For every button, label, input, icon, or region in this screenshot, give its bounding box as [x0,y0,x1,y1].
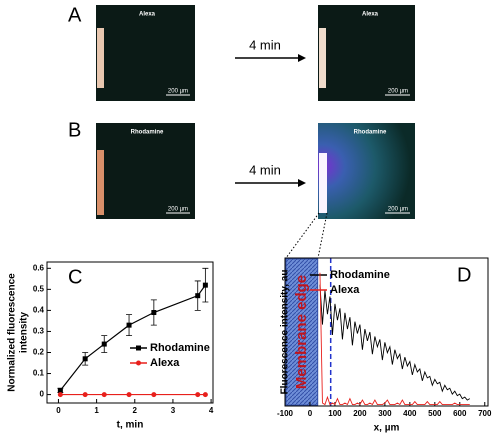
x-tick-label: 700 [478,409,492,418]
marker [202,282,208,288]
y-tick-label: 0.1 [33,369,45,378]
panel-label: A [68,4,82,26]
x-axis-label: x, µm [374,423,400,434]
x-tick-label: 1 [94,406,99,415]
x-tick-label: 300 [378,409,392,418]
scale-label: 200 µm [168,89,188,95]
legend-label: Rhodamine [150,342,210,354]
marker [101,392,107,398]
zoom-line [285,212,320,259]
membrane [319,153,327,213]
arrow-label: 4 min [249,37,281,52]
y-axis-label: Normalized fluorescence [7,273,18,392]
series-line [59,284,206,391]
y-tick-label: 0 [40,390,45,399]
x-tick-label: 0 [308,409,313,418]
x-tick-label: 500 [428,409,442,418]
legend-label: Alexa [150,357,180,369]
micrograph [96,5,195,101]
image-title: Rhodamine [131,130,164,136]
x-tick-label: 600 [453,409,467,418]
membrane [97,28,104,88]
image-title: Alexa [139,12,156,18]
y-axis-label: Fluorescence intensity, au [280,270,291,395]
micrograph [318,5,415,101]
arrow-label: 4 min [249,162,281,177]
marker [82,392,88,398]
marker [57,387,63,393]
x-tick-label: 100 [328,409,342,418]
x-tick-label: 0 [56,406,61,415]
arrow-head [298,54,306,62]
marker [101,341,107,347]
marker [82,356,88,362]
y-axis-label: intensity [19,312,30,354]
panel-label: B [68,119,81,141]
y-tick-label: 0.6 [33,263,45,272]
x-tick-label: 3 [171,406,176,415]
legend-marker [136,345,141,351]
marker [202,392,208,398]
membrane [97,150,104,215]
legend-label: Alexa [330,284,360,296]
micrograph [96,123,195,219]
scale-label: 200 µm [388,89,408,95]
x-axis-label: t, min [117,420,144,431]
x-tick-label: 400 [403,409,417,418]
plot-frame [46,261,214,404]
y-tick-label: 0.3 [33,327,45,336]
charts: 0 1 2 3 4 0 0.1 0.2 0.3 0.4 0.5 0.6 t, min Normalized… [7,257,492,434]
marker [195,293,201,299]
x-tick-label: 4 [209,406,214,415]
legend-label: Rhodamine [330,269,390,281]
legend-marker [136,360,141,366]
scale-label: 200 µm [388,207,408,213]
panel-label: C [68,266,82,288]
marker [151,310,157,316]
panel-label: D [457,264,471,286]
x-tick-label: 2 [133,406,138,415]
marker [195,392,201,398]
marker [57,392,63,398]
marker [126,392,132,398]
annotation: Membrane edge [293,275,310,389]
series-line [319,272,470,406]
scale-label: 200 µm [168,207,188,213]
image-title: Alexa [362,12,379,18]
y-tick-label: 0.4 [33,306,45,315]
y-tick-label: 0.5 [33,284,45,293]
x-tick-label: -100 [277,409,294,418]
x-tick-label: 200 [353,409,367,418]
zoom-line [317,212,328,259]
image-title: Rhodamine [354,130,387,136]
membrane [319,28,326,88]
y-tick-label: 0.2 [33,348,45,357]
marker [126,322,132,328]
micrograph [318,123,415,219]
plot-frame [284,257,489,407]
series-line [319,284,471,401]
arrow-head [298,179,306,187]
marker [151,392,157,398]
membrane-region [285,258,319,406]
